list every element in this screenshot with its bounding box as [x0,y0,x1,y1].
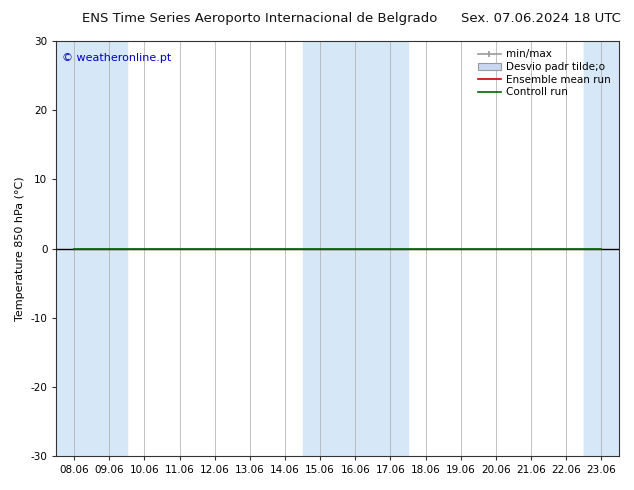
Text: Sex. 07.06.2024 18 UTC: Sex. 07.06.2024 18 UTC [462,12,621,25]
Bar [584,41,623,456]
Bar [584,41,623,456]
Text: © weatheronline.pt: © weatheronline.pt [62,53,171,64]
Text: ENS Time Series Aeroporto Internacional de Belgrado: ENS Time Series Aeroporto Internacional … [82,12,438,25]
Legend: min/max, Desvio padr tilde;o, Ensemble mean run, Controll run: min/max, Desvio padr tilde;o, Ensemble m… [475,46,614,100]
Bar [56,41,127,456]
Bar [302,41,408,456]
Y-axis label: Temperature 850 hPa (°C): Temperature 850 hPa (°C) [15,176,25,321]
